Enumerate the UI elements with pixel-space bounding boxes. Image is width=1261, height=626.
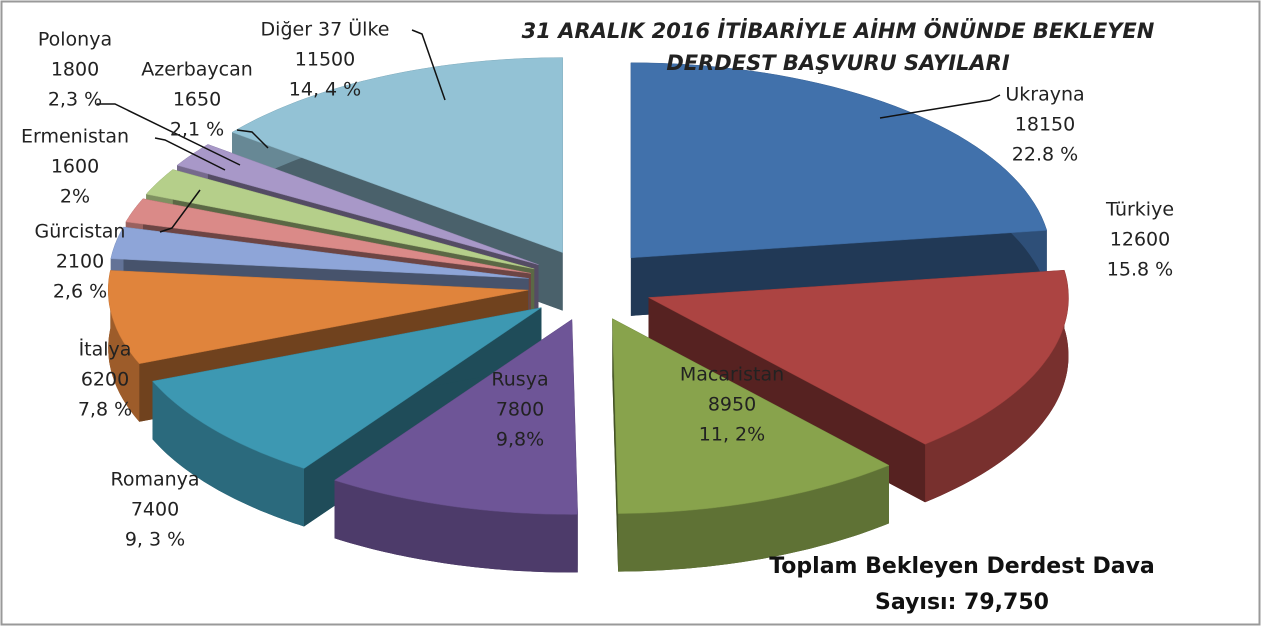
slice [630,62,1048,259]
percent-label: 22.8 % [1012,144,1078,166]
percent-label: 9, 3 % [125,529,185,551]
percent-label: 14, 4 % [289,79,361,101]
slice-label: Macaristan [680,364,784,386]
leader-line [159,189,201,233]
percent-label: 9,8% [496,429,544,451]
percent-label: 2% [60,186,90,208]
slice [333,318,578,515]
slice [152,307,542,469]
slice-label: Türkiye [1105,199,1174,221]
leader-line [154,137,226,171]
slice-label: Rusya [491,369,548,391]
slice [110,226,529,279]
slice-side [334,480,578,573]
annotation: Sayısı: 79,750 [875,590,1049,615]
slice-label: Azerbaycan [141,59,253,81]
slice-side [612,318,619,572]
slice-label: Ukrayna [1005,84,1084,106]
slice-side [618,465,889,572]
percent-label: 2,6 % [53,281,107,303]
slice-side [108,270,140,422]
slice-label: Ermenistan [21,126,129,148]
leader-line [879,94,1001,119]
slice-label: Romanya [110,469,199,491]
slice [647,269,1069,445]
chart-title: 31 ARALIK 2016 İTİBARİYLE AİHM ÖNÜNDE BE… [522,18,1155,43]
slice-label: Polonya [38,29,112,51]
percent-label: 2,1 % [170,119,224,141]
value-label: 18150 [1015,114,1075,136]
value-label: 1800 [51,59,99,81]
leader-line [97,103,241,166]
leader-line [236,129,269,149]
slice-side [152,381,304,527]
value-label: 1650 [173,89,221,111]
percent-label: 2,3 % [48,89,102,111]
leader-line [411,29,446,101]
slice [125,198,532,274]
slice [107,270,529,364]
percent-label: 15.8 % [1107,259,1173,281]
value-label: 11500 [295,49,355,71]
slice-label: Diğer 37 Ülke [261,18,390,41]
slice-label: Gürcistan [35,221,126,243]
value-label: 12600 [1110,229,1170,251]
value-label: 7800 [496,399,544,421]
value-label: 8950 [708,394,756,416]
percent-label: 11, 2% [699,424,765,446]
value-label: 7400 [131,499,179,521]
slice [231,57,563,253]
slice-label: İtalya [79,338,132,361]
value-label: 6200 [81,369,129,391]
annotation: Toplam Bekleyen Derdest Dava [769,554,1155,579]
percent-label: 7,8 % [78,399,132,421]
slice [145,169,535,270]
chart-title: DERDEST BAŞVURU SAYILARI [666,51,1009,75]
value-label: 2100 [56,251,104,273]
pie [107,57,1069,573]
value-label: 1600 [51,156,99,178]
slice [612,318,890,514]
slice-side [925,270,1069,503]
